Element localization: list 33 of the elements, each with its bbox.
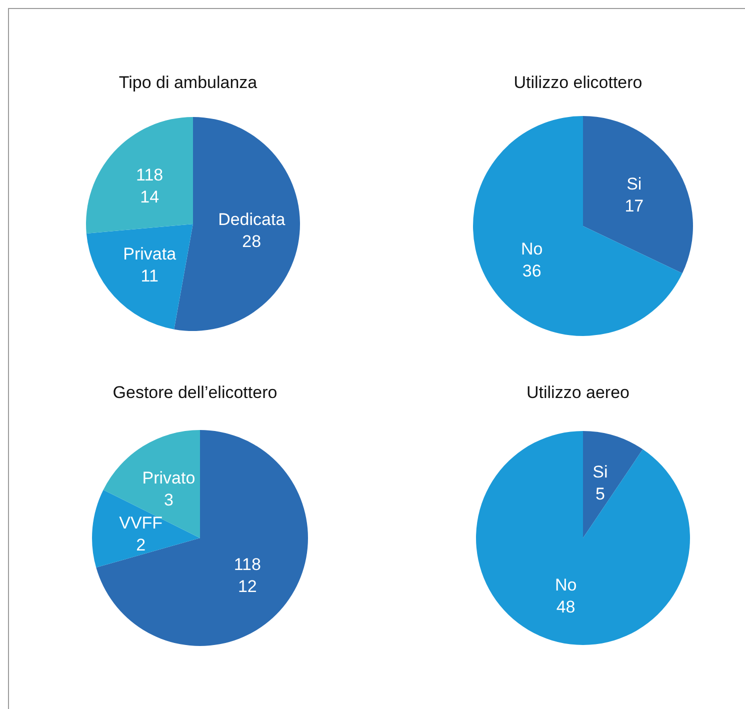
slice-label: 118 xyxy=(136,165,164,184)
chart-title: Gestore dell’elicottero xyxy=(112,383,278,403)
pie-slice xyxy=(473,116,682,336)
data-label: 11 xyxy=(140,266,158,286)
data-label: 3 xyxy=(164,490,174,510)
slice-label: Si xyxy=(592,462,608,482)
slice-label: Si xyxy=(626,174,642,194)
slice-label: VVFF xyxy=(119,514,163,533)
chart-title: Utilizzo elicottero xyxy=(512,73,644,93)
pie-slice xyxy=(96,430,308,646)
pie-slice xyxy=(476,431,690,645)
data-label: 14 xyxy=(140,187,160,206)
pie-slice xyxy=(583,116,693,274)
data-label: 36 xyxy=(522,261,542,280)
pie-slice xyxy=(583,431,643,538)
pie-slice xyxy=(86,117,193,234)
slice-label: Privata xyxy=(123,244,177,264)
data-label: 5 xyxy=(595,484,605,504)
slice-label: Privato xyxy=(142,468,196,488)
slice-label: 118 xyxy=(234,554,261,574)
chart-title: Utilizzo aereo xyxy=(526,383,630,403)
data-label: 2 xyxy=(136,536,146,555)
data-label: 17 xyxy=(624,196,644,216)
pie-slice xyxy=(92,490,200,568)
data-label: 28 xyxy=(242,232,262,252)
chart-title: Tipo di ambulanza xyxy=(118,73,258,93)
slice-label: No xyxy=(520,239,543,258)
data-label: 48 xyxy=(556,597,576,616)
slice-label: No xyxy=(554,575,577,594)
data-label: 12 xyxy=(238,576,257,596)
pie-slice xyxy=(103,430,200,538)
slice-label: Dedicata xyxy=(218,210,286,230)
pie-slice xyxy=(86,224,193,330)
